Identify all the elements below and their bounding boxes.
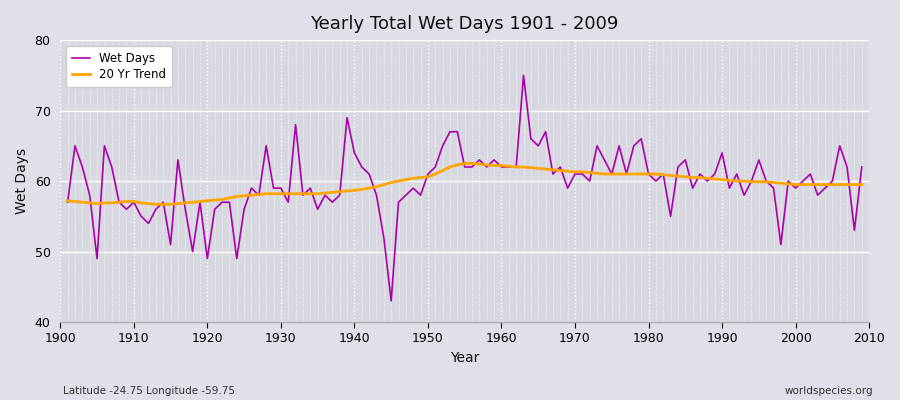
Wet Days	[283, 200, 293, 205]
Text: Latitude -24.75 Longitude -59.75: Latitude -24.75 Longitude -59.75	[63, 386, 235, 396]
20 Yr Trend	[62, 198, 73, 203]
20 Yr Trend	[459, 161, 470, 166]
X-axis label: Year: Year	[450, 351, 480, 365]
20 Yr Trend	[334, 189, 345, 194]
20 Yr Trend	[511, 164, 522, 169]
Wet Days	[62, 200, 73, 205]
20 Yr Trend	[503, 164, 514, 169]
Wet Days	[386, 298, 397, 303]
Wet Days	[327, 200, 338, 205]
20 Yr Trend	[122, 199, 132, 204]
Wet Days	[518, 73, 529, 78]
20 Yr Trend	[150, 202, 161, 207]
Line: Wet Days: Wet Days	[68, 75, 862, 301]
Text: worldspecies.org: worldspecies.org	[785, 386, 873, 396]
Legend: Wet Days, 20 Yr Trend: Wet Days, 20 Yr Trend	[67, 46, 172, 87]
Wet Days	[599, 158, 610, 162]
20 Yr Trend	[857, 182, 868, 187]
Title: Yearly Total Wet Days 1901 - 2009: Yearly Total Wet Days 1901 - 2009	[310, 15, 619, 33]
Line: 20 Yr Trend: 20 Yr Trend	[68, 164, 862, 204]
Y-axis label: Wet Days: Wet Days	[15, 148, 29, 214]
Wet Days	[503, 164, 514, 169]
20 Yr Trend	[290, 191, 301, 196]
20 Yr Trend	[599, 172, 610, 176]
Wet Days	[857, 164, 868, 169]
Wet Days	[122, 207, 132, 212]
Wet Days	[496, 164, 507, 169]
